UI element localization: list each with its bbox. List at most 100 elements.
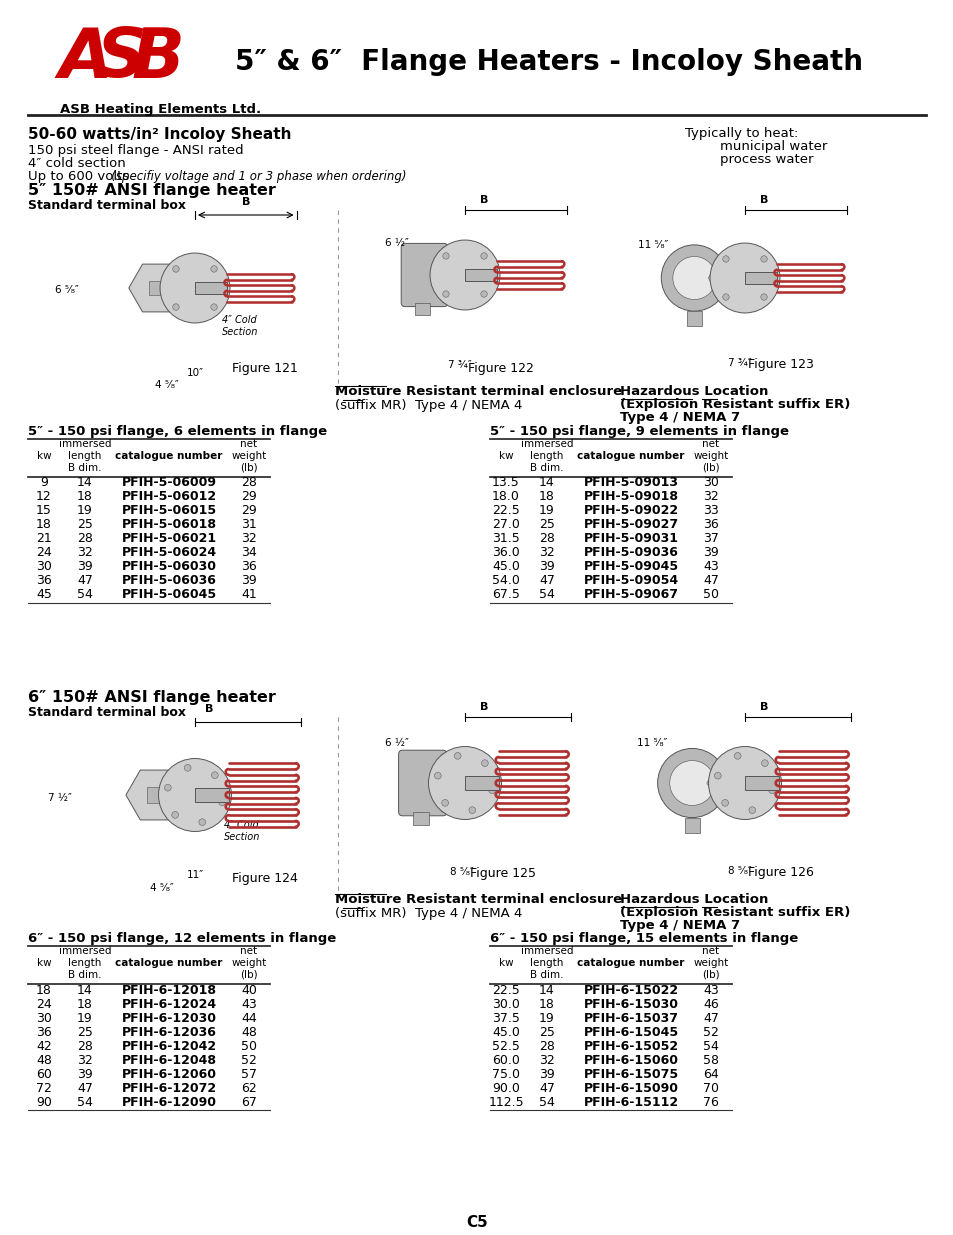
Polygon shape bbox=[129, 264, 184, 312]
Text: 22.5: 22.5 bbox=[492, 505, 519, 517]
Text: 31: 31 bbox=[241, 519, 256, 531]
Text: 44: 44 bbox=[241, 1011, 256, 1025]
Text: 36.0: 36.0 bbox=[492, 547, 519, 559]
Circle shape bbox=[199, 819, 206, 825]
FancyBboxPatch shape bbox=[401, 243, 447, 306]
Text: Figure 126: Figure 126 bbox=[747, 866, 813, 879]
Text: 25: 25 bbox=[77, 1025, 92, 1039]
Text: 43: 43 bbox=[702, 983, 719, 997]
Text: catalogue number: catalogue number bbox=[577, 451, 684, 461]
Text: 36: 36 bbox=[702, 519, 719, 531]
Circle shape bbox=[708, 746, 781, 820]
Text: PFIH-6-12072: PFIH-6-12072 bbox=[121, 1082, 216, 1094]
Text: net
weight
(lb): net weight (lb) bbox=[232, 440, 266, 473]
Circle shape bbox=[734, 752, 740, 760]
Text: immersed
length
B dim.: immersed length B dim. bbox=[520, 946, 573, 979]
Text: 18: 18 bbox=[77, 490, 92, 504]
Circle shape bbox=[768, 787, 775, 794]
Text: 32: 32 bbox=[538, 1053, 555, 1067]
Circle shape bbox=[430, 240, 499, 310]
Text: 6 ½″: 6 ½″ bbox=[385, 238, 409, 248]
Text: 36: 36 bbox=[36, 1025, 51, 1039]
Text: 39: 39 bbox=[538, 561, 555, 573]
Ellipse shape bbox=[438, 247, 448, 303]
Circle shape bbox=[709, 243, 780, 312]
Text: PFIH-5-06009: PFIH-5-06009 bbox=[121, 477, 216, 489]
FancyBboxPatch shape bbox=[147, 788, 162, 803]
Polygon shape bbox=[708, 270, 726, 287]
Text: 64: 64 bbox=[702, 1067, 719, 1081]
Text: PFIH-6-15022: PFIH-6-15022 bbox=[583, 983, 678, 997]
Text: (Explosion Resistant suffix ER): (Explosion Resistant suffix ER) bbox=[619, 906, 849, 919]
FancyBboxPatch shape bbox=[684, 818, 700, 832]
Text: 7 ¾″: 7 ¾″ bbox=[448, 359, 471, 370]
Text: Standard terminal box: Standard terminal box bbox=[28, 199, 186, 212]
Text: PFIH-6-15060: PFIH-6-15060 bbox=[583, 1053, 678, 1067]
Circle shape bbox=[184, 764, 191, 771]
Text: 4″ Cold
Section: 4″ Cold Section bbox=[222, 315, 258, 337]
Text: catalogue number: catalogue number bbox=[115, 451, 222, 461]
Text: B: B bbox=[241, 198, 250, 207]
Text: 4 ⁵⁄₈″: 4 ⁵⁄₈″ bbox=[150, 883, 173, 893]
Text: B: B bbox=[132, 25, 184, 91]
Text: PFIH-6-12024: PFIH-6-12024 bbox=[121, 998, 216, 1010]
Text: PFIH-6-12042: PFIH-6-12042 bbox=[121, 1040, 216, 1052]
Text: B: B bbox=[479, 701, 488, 713]
FancyBboxPatch shape bbox=[464, 268, 497, 282]
Text: 32: 32 bbox=[538, 547, 555, 559]
Text: 7 ½″: 7 ½″ bbox=[48, 793, 71, 803]
Polygon shape bbox=[58, 15, 170, 95]
Text: 28: 28 bbox=[77, 1040, 92, 1052]
Text: net
weight
(lb): net weight (lb) bbox=[693, 440, 728, 473]
Circle shape bbox=[164, 784, 171, 792]
Text: 28: 28 bbox=[77, 532, 92, 546]
Polygon shape bbox=[706, 774, 725, 792]
Text: net
weight
(lb): net weight (lb) bbox=[693, 946, 728, 979]
Text: 33: 33 bbox=[702, 505, 719, 517]
Circle shape bbox=[158, 758, 232, 831]
Text: B: B bbox=[479, 195, 488, 205]
Circle shape bbox=[434, 772, 441, 779]
Text: PFIH-6-12018: PFIH-6-12018 bbox=[121, 983, 216, 997]
Text: 22.5: 22.5 bbox=[492, 983, 519, 997]
Text: 67: 67 bbox=[241, 1095, 256, 1109]
Text: 47: 47 bbox=[77, 1082, 92, 1094]
Text: PFIH-6-15090: PFIH-6-15090 bbox=[583, 1082, 678, 1094]
Text: PFIH-5-09027: PFIH-5-09027 bbox=[583, 519, 678, 531]
Text: kw: kw bbox=[498, 451, 513, 461]
Text: PFIH-5-06021: PFIH-5-06021 bbox=[121, 532, 216, 546]
Text: S: S bbox=[97, 25, 147, 91]
Text: 11 ⁵⁄₈″: 11 ⁵⁄₈″ bbox=[637, 739, 667, 748]
Text: 28: 28 bbox=[241, 477, 256, 489]
Text: 47: 47 bbox=[702, 1011, 719, 1025]
Text: 47: 47 bbox=[702, 574, 719, 588]
Text: 7 ¾″: 7 ¾″ bbox=[727, 358, 751, 368]
Text: B: B bbox=[205, 704, 213, 714]
Text: Moisture Resistant terminal enclosure: Moisture Resistant terminal enclosure bbox=[335, 893, 621, 906]
Text: 11″: 11″ bbox=[186, 869, 203, 881]
Text: PFIH-6-15037: PFIH-6-15037 bbox=[583, 1011, 678, 1025]
Text: 39: 39 bbox=[538, 1067, 555, 1081]
Text: PFIH-6-12036: PFIH-6-12036 bbox=[121, 1025, 216, 1039]
Text: 31.5: 31.5 bbox=[492, 532, 519, 546]
Text: 6 ½″: 6 ½″ bbox=[385, 739, 409, 748]
Text: 50: 50 bbox=[241, 1040, 256, 1052]
Text: 43: 43 bbox=[241, 998, 256, 1010]
Text: 39: 39 bbox=[702, 547, 719, 559]
Text: 54: 54 bbox=[702, 1040, 719, 1052]
Circle shape bbox=[722, 294, 728, 300]
Circle shape bbox=[172, 266, 179, 272]
Text: 8 ⁵⁄₈″: 8 ⁵⁄₈″ bbox=[727, 866, 751, 876]
Circle shape bbox=[172, 304, 179, 310]
Text: immersed
length
B dim.: immersed length B dim. bbox=[59, 440, 112, 473]
FancyBboxPatch shape bbox=[686, 311, 701, 326]
Text: (Explosion Resistant suffix ER): (Explosion Resistant suffix ER) bbox=[619, 398, 849, 411]
Text: immersed
length
B dim.: immersed length B dim. bbox=[59, 946, 112, 979]
Text: PFIH-6-12030: PFIH-6-12030 bbox=[121, 1011, 216, 1025]
Text: 5″ & 6″  Flange Heaters - Incoloy Sheath: 5″ & 6″ Flange Heaters - Incoloy Sheath bbox=[234, 48, 862, 77]
Text: 4″ cold section: 4″ cold section bbox=[28, 157, 126, 170]
Circle shape bbox=[672, 257, 715, 300]
Text: 21: 21 bbox=[36, 532, 51, 546]
Text: kw: kw bbox=[36, 451, 51, 461]
Text: PFIH-5-06045: PFIH-5-06045 bbox=[121, 589, 216, 601]
